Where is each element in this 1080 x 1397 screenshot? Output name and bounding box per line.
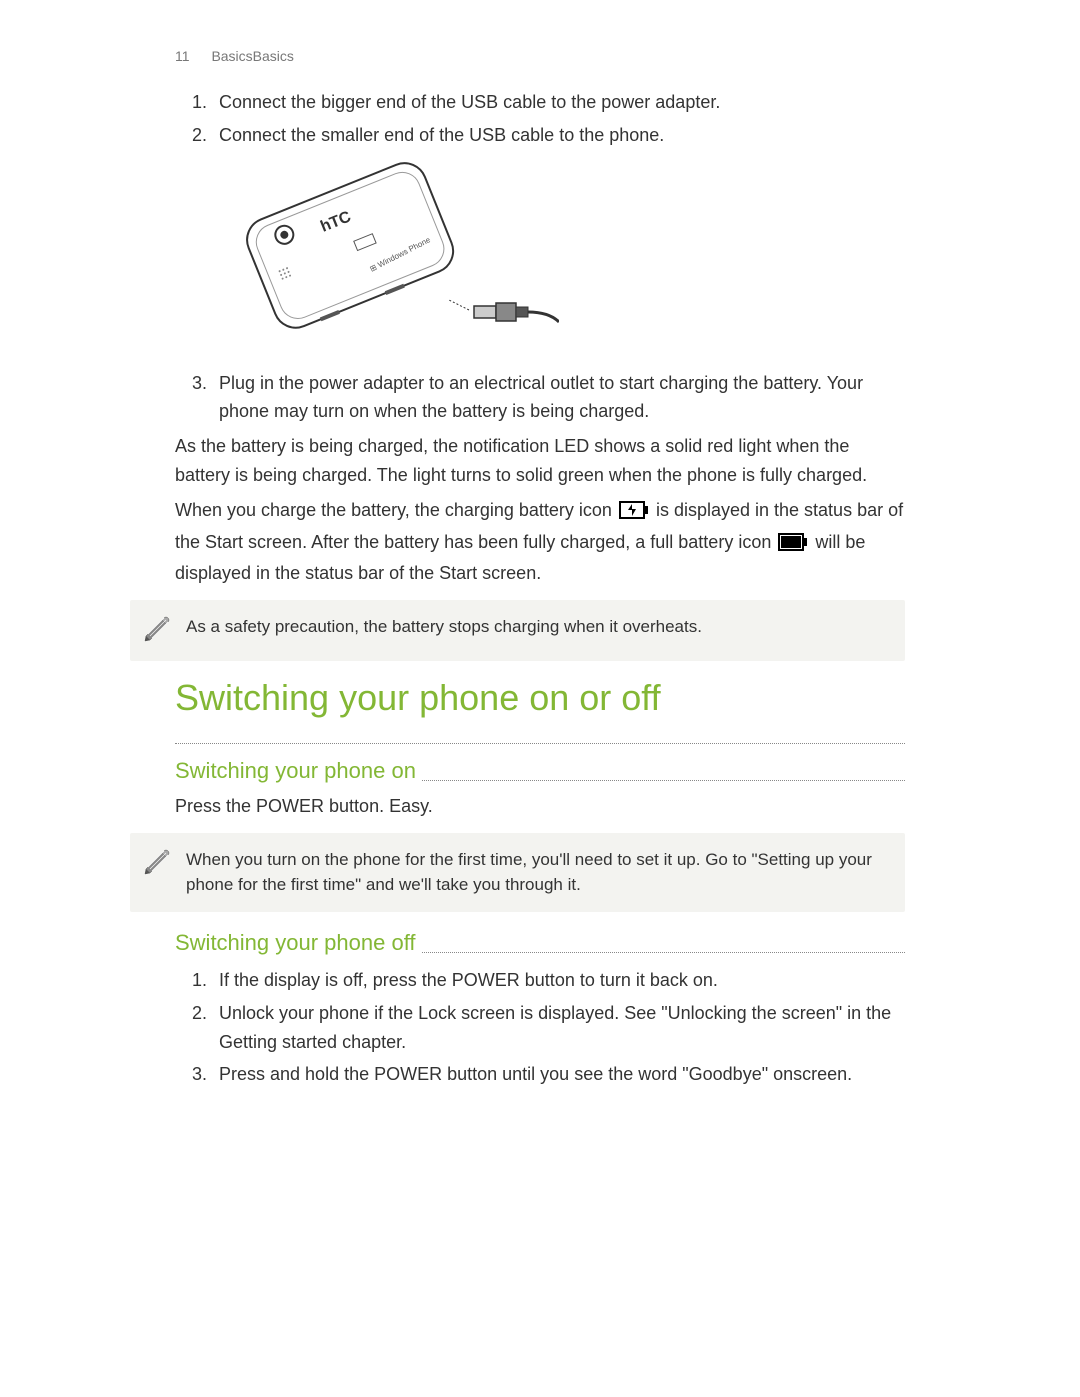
paragraph-status-icons: When you charge the battery, the chargin… <box>175 496 905 588</box>
paragraph-power-on: Press the POWER button. Easy. <box>175 792 905 821</box>
subsection-title-off: Switching your phone off <box>175 930 422 956</box>
safety-note-box: As a safety precaution, the battery stop… <box>130 600 905 661</box>
list-item: 3. Plug in the power adapter to an elect… <box>175 369 905 427</box>
charging-battery-icon <box>619 499 649 528</box>
document-page: 11 BasicsBasics 1. Connect the bigger en… <box>0 0 1080 1089</box>
text-segment: When you charge the battery, the chargin… <box>175 500 617 520</box>
power-off-steps-list: 1. If the display is off, press the POWE… <box>175 966 905 1089</box>
phone-usb-illustration: hTC ⊞ Windows Phone <box>219 158 905 363</box>
list-item: 3. Press and hold the POWER button until… <box>175 1060 905 1089</box>
pencil-icon <box>142 612 172 647</box>
step-text: Unlock your phone if the Lock screen is … <box>219 999 905 1057</box>
list-item: 1. Connect the bigger end of the USB cab… <box>175 88 905 117</box>
list-item: 1. If the display is off, press the POWE… <box>175 966 905 995</box>
step-number: 3. <box>175 1060 219 1089</box>
list-item: 2. Connect the smaller end of the USB ca… <box>175 121 905 150</box>
page-header: 11 BasicsBasics <box>175 48 905 64</box>
breadcrumb: BasicsBasics <box>211 48 293 64</box>
step-number: 3. <box>175 369 219 427</box>
subsection-header-off: Switching your phone off <box>175 922 905 956</box>
section-title: Switching your phone on or off <box>175 677 905 719</box>
full-battery-icon <box>778 531 808 560</box>
paragraph-led: As the battery is being charged, the not… <box>175 432 905 490</box>
step-number: 1. <box>175 88 219 117</box>
step-text: Plug in the power adapter to an electric… <box>219 369 905 427</box>
step-text: Press and hold the POWER button until yo… <box>219 1060 905 1089</box>
dotted-separator <box>175 743 905 744</box>
charging-steps-list: 1. Connect the bigger end of the USB cab… <box>175 88 905 150</box>
subsection-header-on: Switching your phone on <box>175 750 905 784</box>
step-text: Connect the bigger end of the USB cable … <box>219 88 905 117</box>
subsection-title-on: Switching your phone on <box>175 758 422 784</box>
charging-steps-list-cont: 3. Plug in the power adapter to an elect… <box>175 369 905 427</box>
note-text: When you turn on the phone for the first… <box>186 847 891 898</box>
step-text: If the display is off, press the POWER b… <box>219 966 905 995</box>
setup-note-box: When you turn on the phone for the first… <box>130 833 905 912</box>
page-number: 11 <box>175 48 190 64</box>
note-text: As a safety precaution, the battery stop… <box>186 614 702 640</box>
list-item: 2. Unlock your phone if the Lock screen … <box>175 999 905 1057</box>
step-number: 2. <box>175 121 219 150</box>
step-text: Connect the smaller end of the USB cable… <box>219 121 905 150</box>
pencil-icon <box>142 845 172 880</box>
step-number: 2. <box>175 999 219 1057</box>
step-number: 1. <box>175 966 219 995</box>
